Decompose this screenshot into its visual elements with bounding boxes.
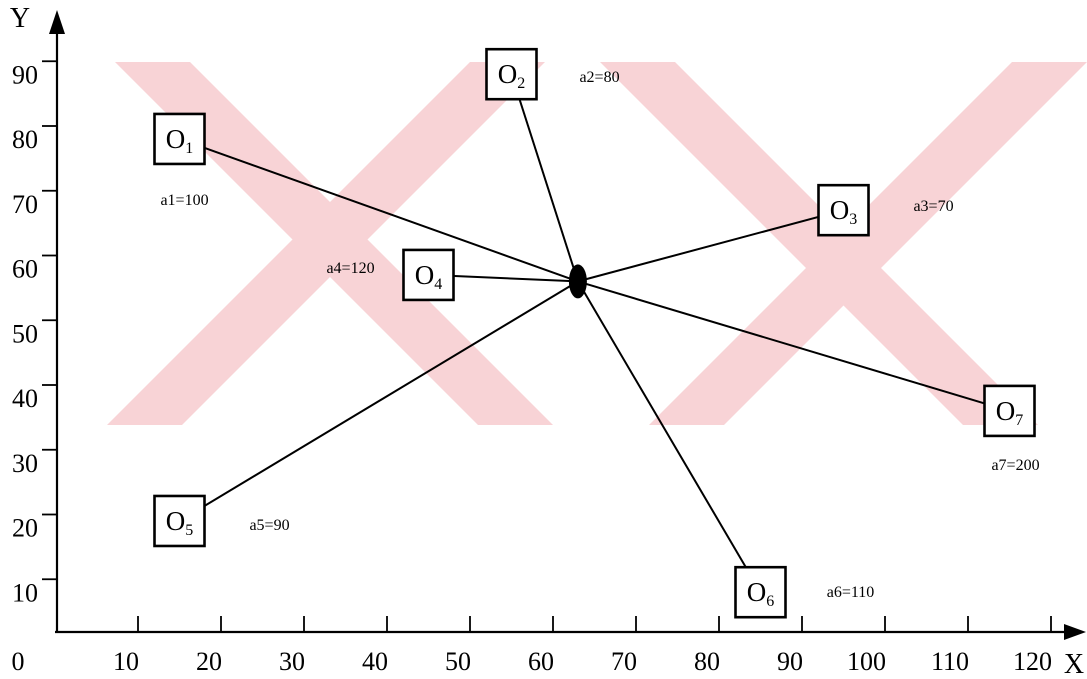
y-tick-label: 70 <box>12 190 38 219</box>
location-subscript: 7 <box>1015 412 1023 429</box>
weight-label: a5=90 <box>249 517 289 534</box>
center-point <box>568 264 587 299</box>
y-tick-label: 80 <box>12 125 38 154</box>
watermark-band <box>107 62 545 425</box>
x-tick-label: 120 <box>1013 647 1052 676</box>
location-box <box>734 565 787 619</box>
watermark <box>107 62 1087 425</box>
weight-label: a2=80 <box>579 69 619 86</box>
location-label: O7 <box>996 396 1024 429</box>
connector-line-o6 <box>577 280 762 593</box>
location-label: O2 <box>498 59 526 92</box>
x-tick-label: 100 <box>847 647 886 676</box>
watermark-band <box>649 62 1087 425</box>
location-box <box>153 112 206 166</box>
x-tick-label: 80 <box>694 647 720 676</box>
location-subscript: 3 <box>849 211 857 228</box>
location-o5: O5 a5=90 <box>153 494 290 548</box>
location-letter: O <box>830 195 850 225</box>
location-label: O5 <box>166 506 194 539</box>
origin-label: 0 <box>12 647 25 676</box>
y-tick-label: 50 <box>12 319 38 348</box>
x-tick-label: 50 <box>445 647 471 676</box>
location-o6: O6 a6=110 <box>734 565 875 619</box>
connector-line-o7 <box>577 280 1010 412</box>
x-axis-label: X <box>1064 649 1084 679</box>
location-o2: O2 a2=80 <box>485 47 620 101</box>
x-tick-label: 60 <box>528 647 554 676</box>
connector-line-o1 <box>179 138 579 283</box>
location-letter: O <box>166 124 186 154</box>
weight-label: a3=70 <box>913 198 953 215</box>
y-axis-arrow-icon <box>49 10 65 34</box>
location-box <box>485 47 538 101</box>
location-box <box>153 494 206 548</box>
x-tick-label: 110 <box>931 647 969 676</box>
location-letter: O <box>498 59 518 89</box>
connector-line-o5 <box>178 280 579 522</box>
weight-label: a6=110 <box>827 584 875 601</box>
weight-label: a1=100 <box>160 192 208 209</box>
y-axis-label: Y <box>10 3 30 34</box>
watermark-band <box>600 62 1038 425</box>
x-tick-label: 30 <box>279 647 305 676</box>
location-letter: O <box>747 577 767 607</box>
location-subscript: 4 <box>434 276 442 293</box>
location-letter: O <box>996 396 1016 426</box>
location-o7: O7 a7=200 <box>983 384 1040 474</box>
connector-lines <box>178 73 1010 593</box>
location-letter: O <box>166 506 186 536</box>
x-tick-label: 20 <box>196 647 222 676</box>
location-o1: O1 a1=100 <box>153 112 209 209</box>
location-label: O4 <box>415 260 443 293</box>
location-label: O1 <box>166 124 194 157</box>
location-o3: O3 a3=70 <box>817 183 954 237</box>
location-subscript: 6 <box>766 593 774 610</box>
x-tick-label: 70 <box>611 647 637 676</box>
y-tick-label: 20 <box>12 514 38 543</box>
y-tick-label: 10 <box>12 578 38 607</box>
x-tick-label: 10 <box>113 647 139 676</box>
y-tick-label: 60 <box>12 255 38 284</box>
location-box <box>817 183 870 237</box>
x-ticks: 10 20 30 40 50 60 70 80 90 100 110 120 <box>113 616 1052 676</box>
x-axis-arrow-icon <box>1064 624 1086 640</box>
location-letter: O <box>415 260 435 290</box>
location-o4: O4 a4=120 <box>326 248 455 302</box>
location-box <box>402 248 455 302</box>
connector-line-o2 <box>510 73 579 282</box>
weight-label: a7=200 <box>991 457 1039 474</box>
location-subscript: 2 <box>517 75 525 92</box>
connector-line-o3 <box>577 209 844 283</box>
x-tick-label: 40 <box>362 647 388 676</box>
location-box <box>983 384 1036 438</box>
y-tick-label: 30 <box>12 449 38 478</box>
y-axis: 10 20 30 40 50 60 70 80 90 Y <box>10 3 65 632</box>
x-tick-label: 90 <box>777 647 803 676</box>
weight-label: a4=120 <box>326 260 374 277</box>
location-subscript: 5 <box>185 522 193 539</box>
location-subscript: 1 <box>185 140 193 157</box>
y-tick-label: 40 <box>12 384 38 413</box>
x-axis: 10 20 30 40 50 60 70 80 90 100 110 120 0 X <box>12 616 1086 679</box>
y-tick-label: 90 <box>12 60 38 89</box>
location-label: O6 <box>747 577 775 610</box>
location-label: O3 <box>830 195 858 228</box>
y-ticks: 10 20 30 40 50 60 70 80 90 <box>12 60 57 607</box>
